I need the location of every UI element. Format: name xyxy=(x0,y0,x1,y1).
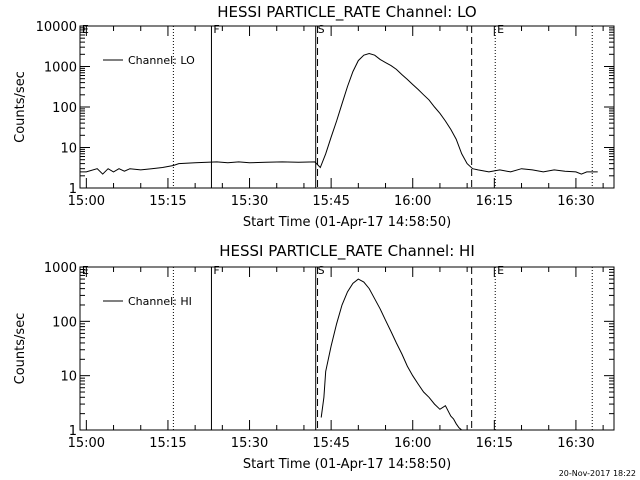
marker-label: E xyxy=(82,23,89,36)
marker-label: E xyxy=(497,264,504,277)
x-tick-label: 16:00 xyxy=(394,436,431,451)
y-tick-label: 1 xyxy=(69,424,77,439)
x-tick-label: 15:00 xyxy=(68,436,105,451)
x-tick-label: 15:30 xyxy=(231,436,268,451)
x-axis-label: Start Time (01-Apr-17 14:58:50) xyxy=(243,215,451,230)
x-axis-label: Start Time (01-Apr-17 14:58:50) xyxy=(243,457,451,472)
marker-label: F xyxy=(213,23,219,36)
y-tick-label: 100 xyxy=(52,101,77,116)
legend-label: Channel: HI xyxy=(128,295,192,308)
x-tick-label: 16:15 xyxy=(476,436,513,451)
x-tick-label: 16:30 xyxy=(557,436,594,451)
y-tick-label: 1000 xyxy=(44,61,77,76)
marker-label: E xyxy=(497,23,504,36)
y-tick-label: 10000 xyxy=(36,20,77,35)
y-tick-label: 10 xyxy=(60,142,77,157)
x-tick-label: 16:15 xyxy=(476,194,513,209)
chart-title: HESSI PARTICLE_RATE Channel: LO xyxy=(217,3,476,22)
series-line xyxy=(80,52,598,175)
footer-timestamp: 20-Nov-2017 18:22 xyxy=(559,469,636,478)
plot-frame xyxy=(79,266,615,431)
y-axis-label: Counts/sec xyxy=(13,313,28,385)
marker-label: E xyxy=(82,264,89,277)
y-axis-label: Counts/sec xyxy=(13,71,28,143)
x-tick-label: 15:30 xyxy=(231,194,268,209)
plot-frame xyxy=(79,25,615,189)
marker-label: S xyxy=(318,23,325,36)
marker-label: S xyxy=(318,264,325,277)
chart-title: HESSI PARTICLE_RATE Channel: HI xyxy=(219,242,475,261)
marker-label: F xyxy=(213,264,219,277)
legend-label: Channel: LO xyxy=(128,54,195,67)
series-line xyxy=(320,278,463,431)
x-tick-label: 16:00 xyxy=(394,194,431,209)
panel-lo: HESSI PARTICLE_RATE Channel: LO 1 10 100 100… xyxy=(13,3,615,230)
x-tick-label: 15:45 xyxy=(312,436,349,451)
y-tick-label: 1000 xyxy=(44,261,77,276)
x-tick-label: 15:15 xyxy=(149,436,186,451)
x-tick-label: 15:15 xyxy=(149,194,186,209)
x-tick-label: 15:00 xyxy=(68,194,105,209)
y-tick-label: 100 xyxy=(52,315,77,330)
y-tick-label: 1 xyxy=(69,182,77,197)
y-tick-label: 10 xyxy=(60,370,77,385)
x-tick-label: 16:30 xyxy=(557,194,594,209)
panel-hi: HESSI PARTICLE_RATE Channel: HI 1 10 100 100… xyxy=(13,242,615,472)
x-tick-label: 15:45 xyxy=(312,194,349,209)
